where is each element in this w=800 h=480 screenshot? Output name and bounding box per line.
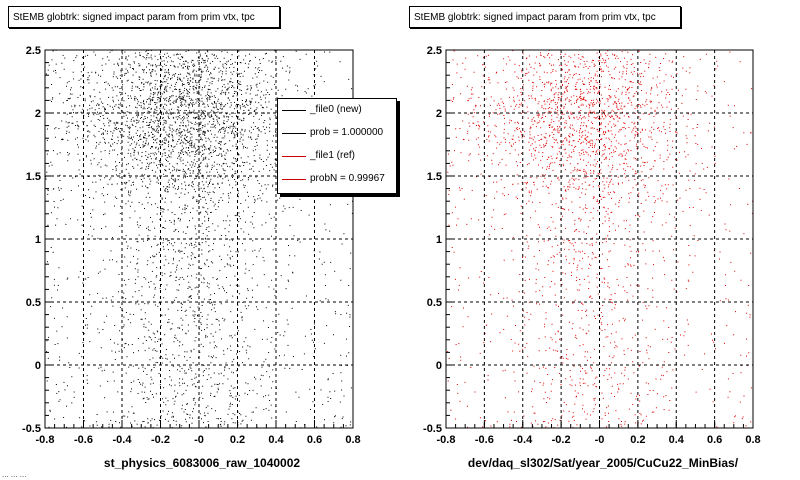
footer-text: ... ... ... [2, 470, 27, 479]
x-tick-label: 0.4 [268, 434, 284, 446]
legend-label: probN = 0.99967 [310, 173, 385, 184]
x-tick-label: 0.2 [630, 434, 645, 446]
legend-entry: prob = 1.000000 [278, 122, 396, 145]
x-tick-label: -0.8 [437, 434, 456, 446]
x-tick-label: -0.6 [74, 434, 93, 446]
x-tick-label: 0.4 [669, 434, 685, 446]
legend-entry: _file1 (ref) [278, 145, 396, 168]
y-tick-label: 1.5 [427, 171, 442, 183]
legend-label: _file0 (new) [310, 104, 362, 115]
x-tick-label: 0.2 [230, 434, 245, 446]
y-tick-label: 1.5 [26, 171, 41, 183]
x-tick-label: 0.8 [345, 434, 360, 446]
scatter-points [447, 49, 753, 429]
legend-label: _file1 (ref) [310, 150, 356, 161]
legend-line [282, 156, 306, 157]
legend-label: prob = 1.000000 [310, 127, 384, 138]
y-tick-label: 2 [35, 108, 41, 120]
x-tick-label: 0.8 [745, 434, 760, 446]
x-axis-title-right: dev/daq_sl302/Sat/year_2005/CuCu22_MinBi… [467, 456, 739, 470]
x-tick-label: 0.6 [307, 434, 322, 446]
scatter-panel-left: -0.8 -0.6 -0.4 -0.2 -0 0.2 0.4 0.6 0.8 -0.5 0 0.5 1 1… [22, 45, 361, 446]
y-tick-label: 2.5 [26, 45, 41, 57]
y-tick-label: 0.5 [26, 297, 41, 309]
x-tick-label: -0 [194, 434, 204, 446]
y-tick-label: 0 [436, 360, 442, 372]
legend-line [282, 179, 306, 180]
x-tick-label: -0.4 [113, 434, 133, 446]
x-tick-label: -0.4 [513, 434, 533, 446]
y-tick-label: 1 [436, 234, 442, 246]
plot-title-left: StEMB globtrk: signed impact param from … [8, 6, 280, 28]
x-tick-label: -0.2 [552, 434, 571, 446]
plot-title-right: StEMB globtrk: signed impact param from … [409, 6, 681, 28]
legend-line [282, 110, 306, 111]
legend-line [282, 133, 306, 134]
x-tick-label: -0 [595, 434, 605, 446]
y-tick-label: 2.5 [427, 45, 442, 57]
y-tick-label: -0.5 [22, 423, 41, 435]
y-tick-label: 0.5 [427, 297, 442, 309]
scatter-panel-right: -0.8 -0.6 -0.4 -0.2 -0 0.2 0.4 0.6 0.8 -0.5 0 0.5 1 1… [423, 45, 761, 446]
y-tick-label: 0 [35, 360, 41, 372]
y-tick-label: 2 [436, 108, 442, 120]
legend-entry: probN = 0.99967 [278, 168, 396, 191]
x-tick-label: -0.2 [151, 434, 170, 446]
legend: _file0 (new) prob = 1.000000 _file1 (ref… [277, 98, 397, 194]
x-tick-label: -0.6 [475, 434, 494, 446]
x-tick-label: -0.8 [36, 434, 55, 446]
x-tick-label: 0.6 [707, 434, 722, 446]
legend-entry: _file0 (new) [278, 99, 396, 122]
y-tick-label: 1 [35, 234, 41, 246]
y-tick-label: -0.5 [423, 423, 442, 435]
x-axis-title-left: st_physics_6083006_raw_1040002 [103, 456, 301, 470]
